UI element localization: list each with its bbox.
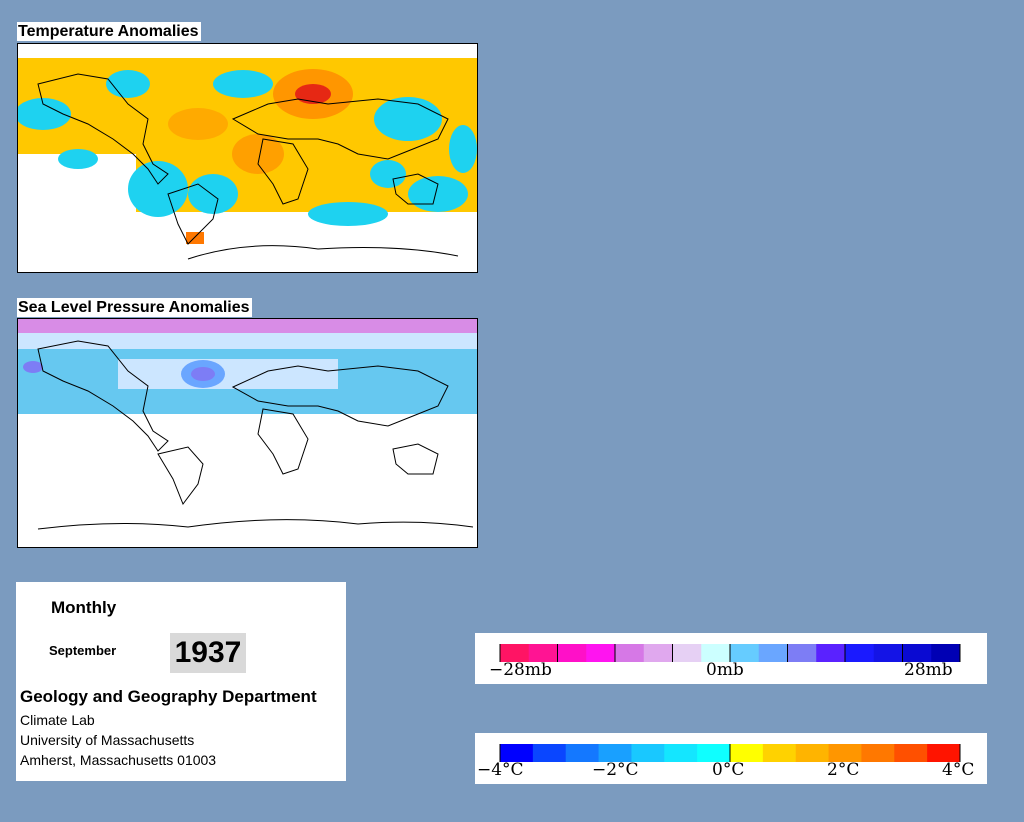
frequency-label: Monthly [51,598,117,617]
temp-warm-patch [232,134,284,174]
pressure-legend-zero-label: 0mb [706,660,744,680]
pressure-legend-bar [499,644,961,662]
temperature-legend: −4°C −2°C 0°C 2°C 4°C [475,733,987,784]
legend-swatch [631,744,665,762]
pressure-band [118,359,338,389]
department-name: Geology and Geography Department [20,687,317,706]
temp-cool-patch [18,98,71,130]
legend-swatch [902,644,932,662]
legend-swatch [598,744,632,762]
legend-swatch [557,644,587,662]
temp-cool-patch [370,160,406,188]
temperature-legend-label: 0°C [712,760,745,780]
temperature-map-title: Temperature Anomalies [17,22,201,41]
legend-swatch [528,644,558,662]
pressure-band [18,319,477,333]
pressure-legend-min-label: −28mb [489,660,552,680]
pressure-low-center [191,367,215,381]
legend-swatch [500,644,530,662]
year-label: 1937 [170,633,246,673]
university-name: University of Massachusetts [20,732,195,748]
temperature-legend-bar [499,744,961,762]
temp-cool-patch [188,174,238,214]
legend-swatch [894,744,928,762]
legend-swatch [816,644,846,662]
legend-swatch [586,644,616,662]
temp-cool-patch [449,125,477,173]
info-panel: Monthly September 1937 Geology and Geogr… [16,582,346,781]
temp-cool-patch [213,70,273,98]
legend-swatch [787,644,817,662]
legend-swatch [664,744,698,762]
legend-swatch [758,644,788,662]
temperature-legend-label: 4°C [942,760,975,780]
pressure-no-data [18,414,477,547]
legend-swatch [643,644,673,662]
legend-swatch [701,644,731,662]
temp-no-data-top [18,44,477,58]
legend-swatch [697,744,731,762]
temp-cool-patch [374,97,442,141]
temp-warm-patch [168,108,228,140]
month-label: September [49,643,117,658]
legend-swatch [565,744,600,762]
legend-swatch [500,744,534,762]
legend-swatch [845,644,875,662]
pressure-map-title: Sea Level Pressure Anomalies [17,298,252,317]
temp-cool-patch [408,176,468,212]
legend-swatch [532,744,567,762]
pressure-anomaly-map [17,318,478,548]
pressure-legend: −28mb 0mb 28mb [475,633,987,684]
temperature-legend-label: −2°C [592,760,639,780]
temperature-legend-label: −4°C [477,760,524,780]
legend-swatch [730,644,760,662]
legend-swatch [861,744,895,762]
temp-cool-patch [128,161,188,217]
legend-swatch [931,644,961,662]
temp-hot-patch [295,84,331,104]
temperature-anomaly-map [17,43,478,273]
legend-swatch [762,744,797,762]
legend-swatch [795,744,830,762]
temp-cool-patch [308,202,388,226]
pressure-coastline [37,340,474,530]
legend-swatch [672,644,702,662]
pressure-low-center [23,361,43,373]
temp-cool-patch [58,149,98,169]
legend-swatch [730,744,764,762]
lab-name: Climate Lab [20,712,95,728]
legend-swatch [873,644,903,662]
pressure-legend-max-label: 28mb [904,660,953,680]
temp-warm-patch [186,232,204,244]
legend-swatch [615,644,645,662]
temperature-legend-label: 2°C [827,760,860,780]
temp-coastline [37,73,459,260]
legend-swatch [927,744,961,762]
address-line: Amherst, Massachusetts 01003 [20,752,217,768]
legend-swatch [828,744,862,762]
